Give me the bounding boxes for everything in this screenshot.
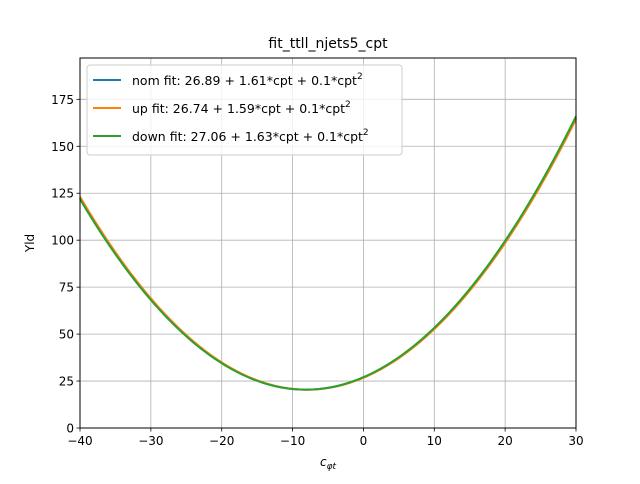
y-tick-label: 25 (59, 375, 74, 389)
series-line-down (79, 115, 577, 391)
x-axis: −40 −30 −20 −10 0 10 20 30 (67, 428, 584, 448)
x-tick-label: 0 (360, 434, 368, 448)
y-tick-label: 150 (51, 140, 74, 154)
x-tick-label: 20 (498, 434, 513, 448)
x-tick-label: −30 (138, 434, 163, 448)
x-tick-label: −10 (280, 434, 305, 448)
y-tick-label: 100 (51, 234, 74, 248)
x-axis-label-subscript: φt (327, 462, 337, 472)
legend-label-nom: nom fit: 26.89 + 1.61*cpt + 0.1*cpt2 (132, 72, 363, 88)
legend-label-up: up fit: 26.74 + 1.59*cpt + 0.1*cpt2 (132, 100, 351, 116)
y-tick-label: 75 (59, 281, 74, 295)
y-tick-label: 50 (59, 328, 74, 342)
axes-frame (79, 57, 577, 429)
y-axis-label: Yld (23, 234, 37, 253)
x-axis-label: cφt (320, 455, 337, 472)
legend-text-up: up fit: 26.74 + 1.59*cpt + 0.1*cpt (132, 101, 345, 116)
x-tick-label: −20 (209, 434, 234, 448)
legend-box (86, 64, 403, 156)
x-tick-label: 30 (568, 434, 583, 448)
y-tick-label: 0 (66, 422, 74, 436)
legend-label-down: down fit: 27.06 + 1.63*cpt + 0.1*cpt2 (132, 128, 369, 144)
legend-text-nom: nom fit: 26.89 + 1.61*cpt + 0.1*cpt (132, 73, 357, 88)
plot-lines (79, 115, 577, 391)
y-axis: 0 25 50 75 100 125 150 175 (51, 93, 80, 436)
x-tick-label: 10 (427, 434, 442, 448)
y-tick-label: 175 (51, 93, 74, 107)
x-axis-label-main: c (320, 455, 327, 469)
legend-sup-down: 2 (363, 128, 369, 138)
x-tick-label: −40 (67, 434, 92, 448)
legend-text-down: down fit: 27.06 + 1.63*cpt + 0.1*cpt (132, 129, 363, 144)
chart-title: fit_ttll_njets5_cpt (268, 36, 388, 52)
y-tick-label: 125 (51, 187, 74, 201)
legend-sup-up: 2 (345, 100, 351, 110)
legend: nom fit: 26.89 + 1.61*cpt + 0.1*cpt2 up … (86, 64, 403, 156)
legend-sup-nom: 2 (357, 72, 363, 82)
